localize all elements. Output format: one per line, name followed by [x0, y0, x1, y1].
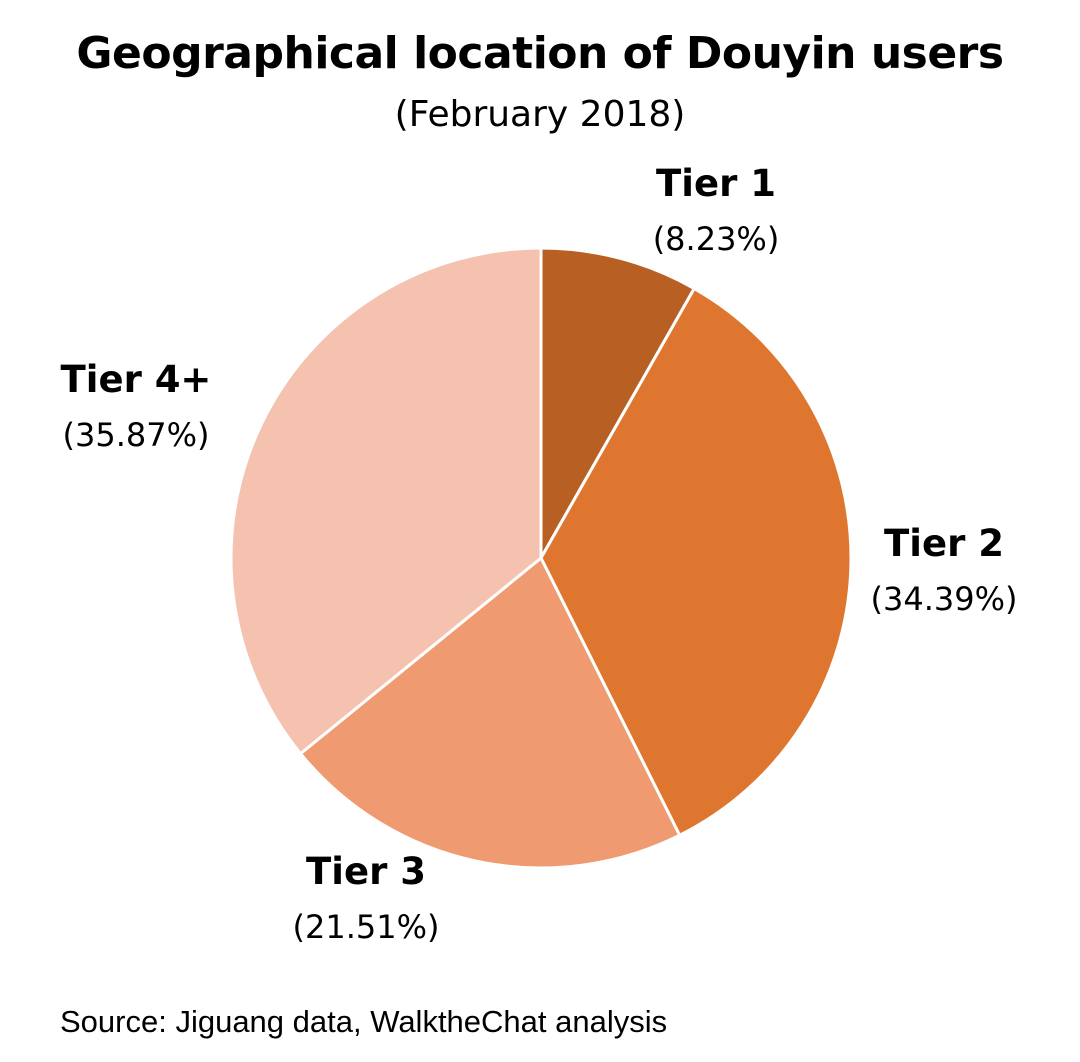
chart-title: Geographical location of Douyin users [76, 28, 1004, 79]
chart-subtitle: (February 2018) [394, 94, 686, 135]
slice-label-tier-2: Tier 2 [884, 522, 1004, 565]
slice-label-tier-4: Tier 4+ [61, 358, 212, 401]
slice-value-tier-1: (8.23%) [653, 220, 780, 258]
pie-slice-tier-2 [539, 287, 853, 837]
slice-label-tier-1: Tier 1 [656, 162, 776, 205]
pie-chart: Tier 1 (8.23%) Tier 2 (34.39%) Tier 3 (21.51%… [61, 162, 1018, 946]
slice-label-tier-3: Tier 3 [306, 850, 426, 893]
slice-value-tier-3: (21.51%) [293, 908, 440, 946]
slice-value-tier-2: (34.39%) [871, 580, 1018, 618]
source-note: Source: Jiguang data, WalktheChat analys… [60, 1004, 668, 1039]
slice-labels: Tier 1 (8.23%) Tier 2 (34.39%) Tier 3 (21.51%… [61, 162, 1018, 946]
pie-slice-tier-3 [299, 556, 682, 870]
pie-slice-tier-4 [229, 246, 543, 756]
slice-value-tier-4: (35.87%) [63, 416, 210, 454]
pie-slice-tier-1 [539, 246, 696, 560]
pie-slices [229, 246, 853, 870]
